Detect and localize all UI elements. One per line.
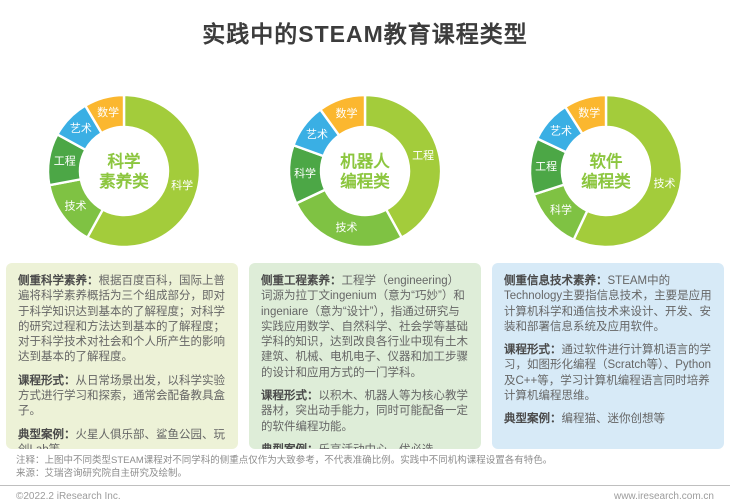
info-box-science: 侧重科学素养：根据百度百科，国际上普遍将科学素养概括为三个组成部分，即对于科学知… (6, 263, 238, 449)
donut-segment (564, 93, 608, 136)
donut-chart-science-literacy: 科学 技术 工程 艺术 数学 科学 素养类 (8, 89, 240, 255)
info-box-information-technology: 侧重信息技术素养：STEAM中的Technology主要指信息技术，主要是应用计… (492, 263, 724, 449)
donut-center-label: 软件 (590, 151, 624, 171)
paragraph-focus: 侧重科学素养：根据百度百科，国际上普遍将科学素养概括为三个组成部分，即对于科学知… (18, 274, 226, 366)
info-box-engineering: 侧重工程素养：工程学（engineering）词源为拉丁文ingenium（意为… (249, 263, 481, 449)
donut-segment-label: 艺术 (70, 122, 92, 135)
paragraph-lead: 典型案例： (504, 413, 562, 426)
paragraph-text: 乐高活动中心、优必选 (319, 444, 434, 449)
footer-url: www.iresearch.com.cn (613, 490, 714, 502)
paragraph-lead: 课程形式： (18, 374, 76, 387)
donut-charts-row: 科学 技术 工程 艺术 数学 科学 素养类 工程 技术 科学 艺术 数学 机器人 编程类 技术 科学 工程艺… (0, 89, 730, 255)
donut-segment (572, 93, 684, 249)
donut-segment-label: 科学 (550, 203, 572, 217)
annotation-note: 注释：上图中不同类型STEAM课程对不同学科的侧重点仅作为大致参考，不代表准确比… (16, 455, 553, 466)
page-title: 实践中的STEAM教育课程类型 (202, 21, 528, 47)
paragraph-lead: 典型案例： (261, 444, 319, 449)
paragraph-lead: 侧重科学素养： (18, 275, 99, 287)
donut-center-label: 素养类 (99, 171, 149, 191)
paragraph-typical-cases: 典型案例：乐高活动中心、优必选 (261, 443, 469, 449)
donut-segment-label: 技术 (64, 199, 86, 212)
paragraph-lead: 侧重工程素养： (261, 275, 342, 287)
paragraph-text: 以积木、机器人等为核心教学器材，突出动手能力，同时可能配备一定的软件编程功能。 (261, 389, 468, 433)
paragraph-text: 火星人俱乐部、鲨鱼公园、玩创Lab等 (18, 428, 225, 449)
copyright-text: ©2022.2 iResearch Inc. (16, 490, 121, 502)
paragraph-lead: 典型案例： (18, 428, 76, 441)
donut-center-label: 编程类 (581, 171, 631, 191)
donut-segment (84, 93, 126, 135)
donut-chart-robot-programming: 工程技术 科学 艺术 数学机器人 编程类 (249, 89, 481, 255)
donut-segment-label: 工程 (535, 160, 557, 173)
paragraph-lead: 课程形式： (504, 344, 562, 357)
donut-segment-label: 数学 (578, 105, 600, 119)
donut-segment (319, 93, 367, 137)
paragraph-text: 通过软件进行计算机语言的学习，如图形化编程（Scratch等）、Python及C… (504, 344, 712, 402)
donut-segment (86, 93, 202, 249)
paragraph-course-format: 课程形式：通过软件进行计算机语言的学习，如图形化编程（Scratch等）、Pyt… (504, 343, 712, 404)
donut-center-label: 编程类 (340, 171, 390, 191)
donut-segment-label: 艺术 (306, 128, 328, 141)
paragraph-text: 根据百度百科，国际上普遍将科学素养概括为三个组成部分，即对于科学知识达到基本的了… (18, 275, 225, 364)
paragraph-typical-cases: 典型案例：火星人俱乐部、鲨鱼公园、玩创Lab等 (18, 428, 226, 449)
donut-segment-label: 科学 (294, 166, 316, 180)
paragraph-lead: 课程形式： (261, 389, 319, 402)
donut-segment-label: 数学 (97, 105, 119, 119)
paragraph-course-format: 课程形式：以积木、机器人等为核心教学器材，突出动手能力，同时可能配备一定的软件编… (261, 389, 469, 435)
donut-segment-label: 艺术 (550, 124, 572, 137)
footnotes: 注释：上图中不同类型STEAM课程对不同学科的侧重点仅作为大致参考，不代表准确比… (0, 449, 730, 481)
footer-bar: ©2022.2 iResearch Inc. www.iresearch.com… (0, 484, 730, 502)
donut-segment-label: 科学 (171, 178, 193, 192)
donut-chart-software-programming: 技术科学 工程 艺术 数学软件 编程类 (490, 89, 722, 255)
donut-segment-label: 技术 (654, 177, 676, 190)
donut-segment-label: 数学 (335, 106, 357, 120)
paragraph-text: 工程学（engineering）词源为拉丁文ingenium（意为“巧妙”）和i… (261, 275, 468, 379)
description-boxes-row: 侧重科学素养：根据百度百科，国际上普遍将科学素养概括为三个组成部分，即对于科学知… (0, 263, 730, 449)
donut-segment-label: 工程 (412, 149, 434, 162)
paragraph-typical-cases: 典型案例：编程猫、迷你创想等 (504, 412, 712, 427)
paragraph-lead: 侧重信息技术素养： (504, 275, 608, 287)
paragraph-focus: 侧重信息技术素养：STEAM中的Technology主要指信息技术，主要是应用计… (504, 274, 712, 335)
paragraph-focus: 侧重工程素养：工程学（engineering）词源为拉丁文ingenium（意为… (261, 274, 469, 381)
donut-segment-label: 工程 (54, 155, 76, 168)
donut-segment (363, 93, 443, 239)
paragraph-text: 从日常场景出发，以科学实验方式进行学习和探索，通常会配备教具盒子。 (18, 374, 225, 418)
donut-segment-label: 技术 (335, 221, 357, 234)
paragraph-course-format: 课程形式：从日常场景出发，以科学实验方式进行学习和探索，通常会配备教具盒子。 (18, 374, 226, 420)
donut-segment (295, 188, 403, 249)
donut-center-label: 科学 (108, 151, 141, 171)
paragraph-text: 编程猫、迷你创想等 (561, 413, 666, 426)
source-note: 来源：艾瑞咨询研究院自主研究及绘制。 (16, 468, 188, 480)
donut-center-label: 机器人 (340, 151, 390, 171)
paragraph-text: STEAM中的Technology主要指信息技术，主要是应用计算机科学和通信技术… (504, 275, 712, 333)
